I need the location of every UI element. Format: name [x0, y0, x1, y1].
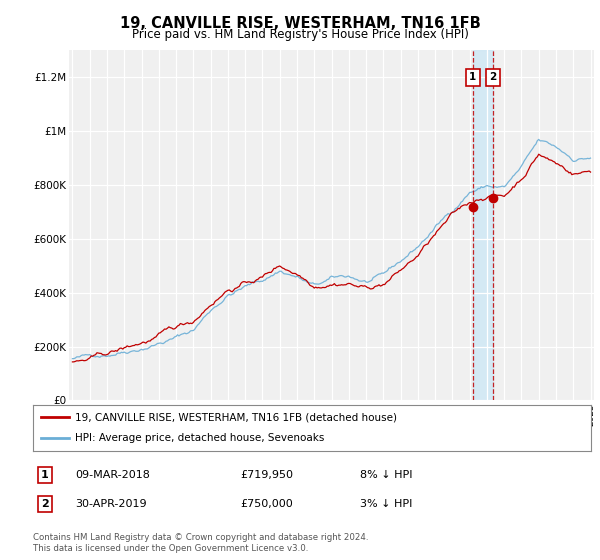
Text: 19, CANVILLE RISE, WESTERHAM, TN16 1FB (detached house): 19, CANVILLE RISE, WESTERHAM, TN16 1FB (…	[75, 412, 397, 422]
Bar	[473, 50, 493, 400]
Text: £750,000: £750,000	[240, 499, 293, 509]
Text: 19, CANVILLE RISE, WESTERHAM, TN16 1FB: 19, CANVILLE RISE, WESTERHAM, TN16 1FB	[119, 16, 481, 31]
Text: 09-MAR-2018: 09-MAR-2018	[75, 470, 150, 480]
Text: Price paid vs. HM Land Registry's House Price Index (HPI): Price paid vs. HM Land Registry's House …	[131, 28, 469, 41]
Text: 2: 2	[41, 499, 49, 509]
Text: 2: 2	[489, 72, 496, 82]
Text: Contains HM Land Registry data © Crown copyright and database right 2024.
This d: Contains HM Land Registry data © Crown c…	[33, 533, 368, 553]
Text: 30-APR-2019: 30-APR-2019	[75, 499, 146, 509]
Text: 3% ↓ HPI: 3% ↓ HPI	[360, 499, 412, 509]
Text: 8% ↓ HPI: 8% ↓ HPI	[360, 470, 413, 480]
Text: HPI: Average price, detached house, Sevenoaks: HPI: Average price, detached house, Seve…	[75, 433, 324, 444]
Text: £719,950: £719,950	[240, 470, 293, 480]
Text: 1: 1	[469, 72, 476, 82]
Text: 1: 1	[41, 470, 49, 480]
